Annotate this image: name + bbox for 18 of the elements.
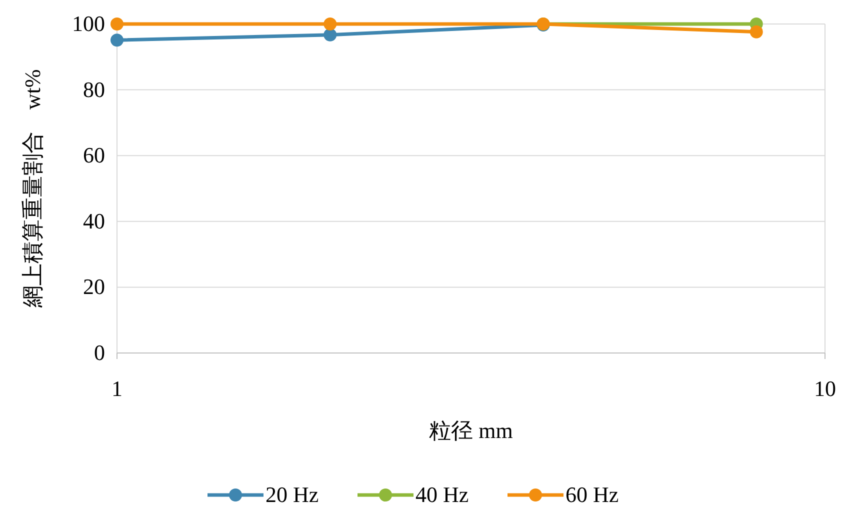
y-tick-label: 40 [83,208,105,234]
y-tick-label: 80 [83,76,105,102]
y-tick-label: 0 [94,340,105,365]
x-axis-title: 粒径 mm [429,418,513,443]
x-tick-label: 1 [112,376,122,401]
point [324,18,337,30]
y-tick-label: 20 [83,274,105,300]
x-tick-label: 10 [814,376,836,401]
y-tick-label: 60 [83,142,105,168]
point [110,34,124,47]
point [110,18,124,30]
y-axis-title: 網上積算重量割合 wt% [20,69,45,309]
y-tick-label: 100 [72,11,105,36]
point [324,28,337,42]
point [750,25,763,38]
legend-label: 20 Hz [266,482,319,507]
legend-label: 60 Hz [566,482,619,507]
legend-label: 40 Hz [416,482,469,507]
